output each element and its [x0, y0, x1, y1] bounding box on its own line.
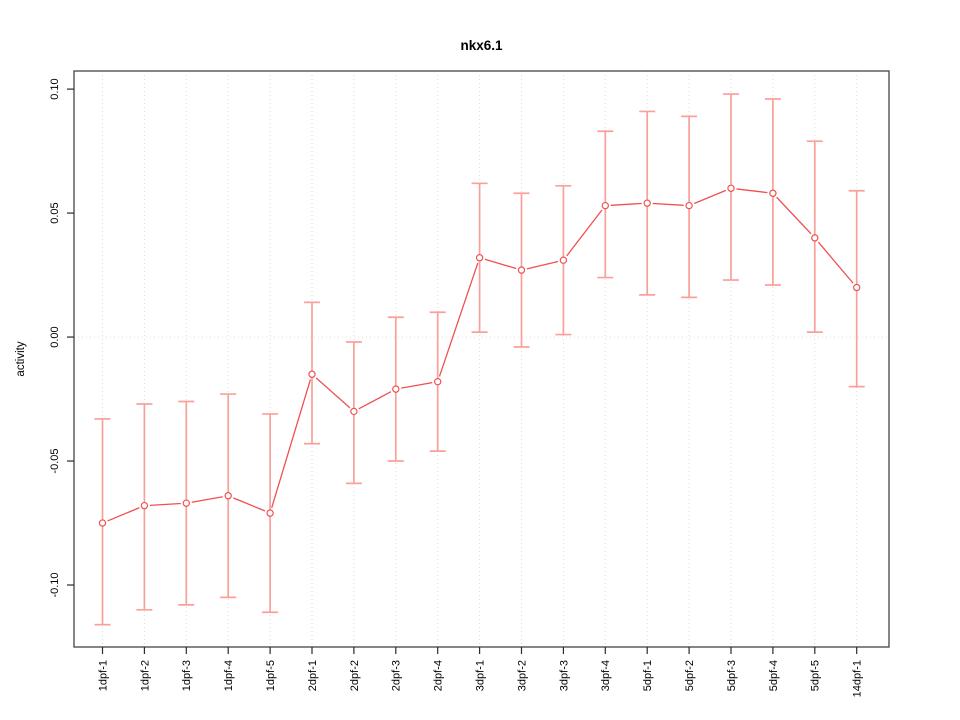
series-segment [776, 196, 812, 235]
x-tick-label: 1dpf-4 [223, 660, 235, 691]
series-segment [191, 496, 223, 503]
data-point [350, 407, 358, 416]
x-tick-label: 2dpf-4 [433, 660, 445, 691]
x-tick-label: 1dpf-2 [139, 660, 151, 691]
x-tick-label: 2dpf-3 [391, 660, 403, 691]
chart-title: nkx6.1 [460, 38, 503, 53]
y-tick-label: 0.05 [49, 202, 61, 223]
series-segment [484, 258, 517, 270]
y-tick-label: -0.05 [49, 448, 61, 473]
series-segment [652, 202, 684, 206]
series-segment [736, 188, 768, 194]
series-segment [149, 502, 181, 506]
data-point [769, 189, 777, 197]
series-segment [693, 189, 727, 205]
series-segment [271, 379, 312, 509]
x-tick-label: 5dpf-2 [684, 660, 696, 691]
x-tick-label: 3dpf-1 [474, 660, 486, 691]
data-point [182, 499, 190, 507]
x-tick-label: 1dpf-5 [265, 660, 277, 691]
x-tick-label: 1dpf-1 [97, 660, 109, 691]
x-tick-label: 3dpf-2 [516, 660, 528, 691]
series-segment [817, 241, 854, 284]
data-point [559, 256, 568, 264]
data-point [392, 385, 400, 393]
y-tick-label: 0.10 [49, 78, 61, 99]
y-tick-label: 0.00 [49, 326, 61, 347]
data-point [266, 509, 274, 517]
data-point [517, 266, 526, 274]
data-point [475, 254, 484, 262]
x-tick-label: 5dpf-1 [642, 660, 654, 691]
series-segment [526, 260, 559, 270]
data-point [643, 199, 651, 207]
data-point [224, 492, 232, 500]
data-point [853, 283, 861, 292]
series-segment [401, 382, 433, 389]
x-tick-label: 3dpf-4 [600, 660, 612, 691]
x-tick-label: 1dpf-3 [181, 660, 193, 691]
x-tick-label: 5dpf-5 [810, 660, 822, 691]
plot-frame [73, 70, 890, 648]
data-point [434, 377, 442, 386]
series-segment [566, 209, 603, 257]
x-tick-label: 2dpf-1 [307, 660, 319, 691]
series-segment [358, 391, 392, 410]
data-point [308, 370, 316, 378]
series-segment [233, 497, 266, 512]
data-point [811, 234, 819, 242]
x-tick-label: 5dpf-3 [726, 660, 738, 691]
series-segment [610, 202, 642, 206]
x-tick-label: 2dpf-2 [349, 660, 361, 691]
x-tick-label: 14dpf-1 [852, 660, 864, 697]
data-point [685, 201, 693, 210]
series-segment [107, 507, 140, 522]
x-tick-label: 3dpf-3 [558, 660, 570, 691]
series-segment [438, 262, 479, 377]
data-point [98, 519, 107, 527]
y-tick-label: -0.10 [49, 572, 61, 597]
data-point [140, 501, 149, 510]
data-point [601, 201, 610, 210]
series-segment [315, 377, 351, 409]
data-point [727, 184, 735, 192]
x-tick-label: 5dpf-4 [768, 660, 780, 691]
